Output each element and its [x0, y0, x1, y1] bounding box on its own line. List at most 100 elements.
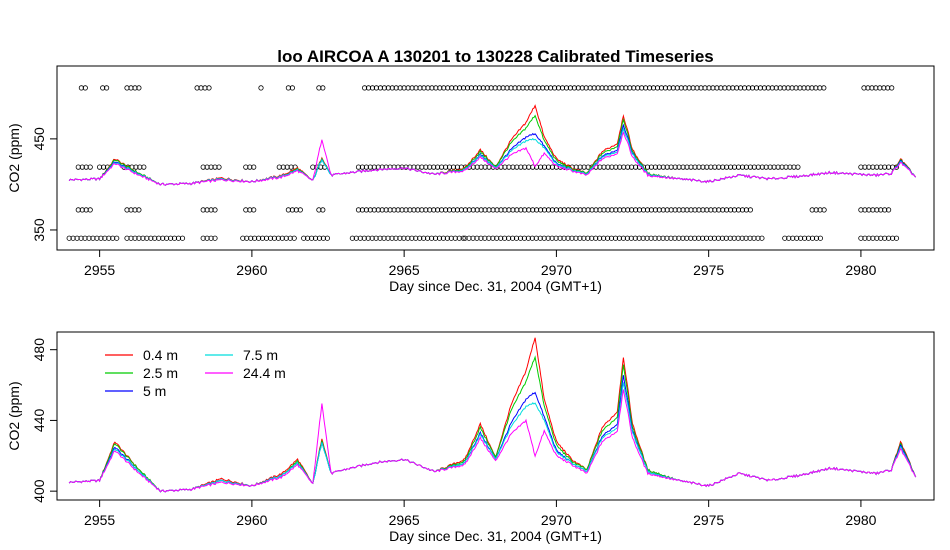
flag-marker: [140, 235, 146, 241]
flag-marker: [672, 164, 678, 170]
flag-marker: [216, 164, 222, 170]
flag-marker: [660, 235, 666, 241]
x-tick-label: 2965: [389, 512, 420, 528]
flag-marker: [208, 207, 214, 213]
flag-marker: [561, 207, 567, 213]
flag-marker: [773, 85, 779, 91]
flag-marker: [252, 235, 258, 241]
flag-marker: [557, 207, 564, 213]
flag-marker: [650, 85, 657, 91]
flag-marker: [700, 164, 706, 170]
flag-marker: [613, 207, 619, 213]
flag-marker: [636, 235, 642, 241]
flag-marker: [625, 207, 631, 213]
flag-marker: [537, 164, 544, 170]
flag-marker: [528, 85, 534, 91]
flag-marker: [363, 207, 369, 213]
flag-marker: [874, 235, 880, 241]
flag-marker: [644, 235, 650, 241]
flag-marker: [739, 207, 746, 213]
flag-marker: [604, 235, 611, 241]
flag-marker: [676, 235, 682, 241]
flag-marker: [731, 164, 738, 170]
flag-marker: [291, 235, 297, 241]
flag-marker: [585, 235, 591, 241]
flag-marker: [617, 207, 623, 213]
flag-marker: [767, 164, 773, 170]
flag-marker: [78, 235, 84, 241]
flag-marker: [591, 85, 597, 91]
series-line-1-5: [68, 130, 917, 186]
flag-marker: [805, 235, 812, 241]
flag-marker: [727, 207, 734, 213]
flag-marker: [777, 85, 783, 91]
flag-marker: [801, 235, 808, 241]
flag-marker: [361, 85, 368, 91]
flag-marker: [545, 235, 551, 241]
flag-marker: [383, 207, 389, 213]
flag-marker: [751, 235, 757, 241]
flag-marker: [885, 235, 892, 241]
flag-marker: [682, 85, 688, 91]
flag-marker: [324, 235, 330, 241]
flag-marker: [200, 207, 206, 213]
flag-marker: [200, 164, 206, 170]
flag-marker: [704, 207, 710, 213]
flag-marker: [509, 235, 516, 241]
flag-marker: [516, 85, 522, 91]
flag-marker: [881, 85, 887, 91]
x-tick-label: 2955: [84, 512, 115, 528]
flag-marker: [200, 235, 206, 241]
flag-marker: [656, 164, 662, 170]
flag-marker: [712, 207, 718, 213]
flag-marker: [730, 85, 736, 91]
legend-label: 24.4 m: [243, 365, 286, 381]
flag-marker: [551, 85, 558, 91]
flag-marker: [79, 207, 85, 213]
flag-marker: [620, 235, 627, 241]
flag-marker: [297, 207, 303, 213]
flag-marker: [862, 164, 868, 170]
flag-marker: [505, 235, 512, 241]
flag-marker: [686, 85, 692, 91]
flag-marker: [611, 85, 617, 91]
flag-marker: [708, 207, 714, 213]
flag-marker: [716, 207, 722, 213]
flag-marker: [520, 85, 526, 91]
flag-marker: [600, 235, 607, 241]
flag-marker: [794, 235, 800, 241]
flag-marker: [817, 235, 824, 241]
y-axis-label: CO2 (ppm): [6, 123, 22, 192]
flag-marker: [132, 235, 138, 241]
flag-marker: [739, 235, 745, 241]
flag-marker: [696, 207, 702, 213]
flag-marker: [533, 207, 540, 213]
flag-marker: [817, 85, 823, 91]
flag-marker: [601, 207, 607, 213]
flag-marker: [79, 164, 85, 170]
flag-marker: [861, 85, 867, 91]
flag-marker: [885, 207, 892, 213]
flag-marker: [258, 85, 264, 91]
flag-marker: [470, 235, 476, 241]
flag-marker: [636, 207, 643, 213]
flag-marker: [557, 235, 563, 241]
flag-marker: [644, 207, 651, 213]
flag-marker: [583, 85, 589, 91]
flag-marker: [308, 235, 315, 241]
flag-marker: [858, 207, 864, 213]
series-line-2-5: [68, 389, 917, 493]
flag-marker: [470, 207, 476, 213]
flag-marker: [569, 235, 575, 241]
flag-marker: [749, 85, 756, 91]
flag-marker: [720, 207, 726, 213]
legend-label: 5 m: [143, 383, 166, 399]
flag-marker: [731, 235, 737, 241]
flag-marker: [869, 85, 875, 91]
flag-marker: [654, 85, 661, 91]
flag-marker: [619, 85, 625, 91]
flag-marker: [208, 164, 214, 170]
flag-marker: [168, 235, 174, 241]
flag-marker: [743, 164, 750, 170]
